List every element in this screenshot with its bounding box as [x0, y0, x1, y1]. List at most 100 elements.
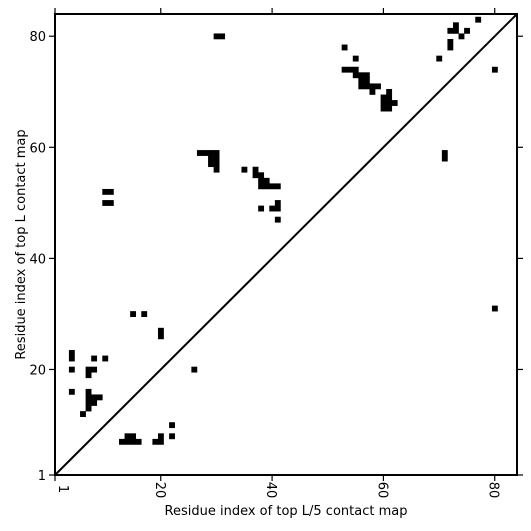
- contact-point: [458, 33, 465, 40]
- contact-point: [213, 161, 220, 168]
- contact-point: [91, 400, 98, 406]
- contact-point: [107, 200, 114, 206]
- contact-point: [107, 188, 114, 195]
- contact-point: [363, 72, 370, 79]
- contact-point: [252, 166, 259, 173]
- contact-point: [352, 66, 359, 73]
- contact-point: [341, 66, 348, 73]
- contact-point: [68, 355, 75, 362]
- contact-point: [85, 405, 92, 412]
- contact-point: [369, 83, 376, 90]
- contact-point: [452, 22, 459, 29]
- contact-point: [464, 27, 470, 34]
- contact-point: [169, 433, 175, 440]
- contact-point: [358, 83, 365, 90]
- contact-point: [263, 183, 270, 190]
- x-tick-label: 20: [152, 482, 167, 499]
- contact-point: [269, 183, 276, 190]
- y-tick-label: 40: [29, 252, 46, 267]
- contact-point: [68, 388, 75, 395]
- contact-point: [85, 366, 92, 373]
- contact-point: [91, 394, 98, 401]
- x-tick-label: 40: [263, 482, 278, 499]
- contact-point: [135, 438, 142, 445]
- contact-point: [80, 411, 86, 417]
- contact-point: [269, 205, 276, 212]
- contact-point: [447, 38, 454, 45]
- x-axis-ticks: 1 20 40 60 80: [54, 8, 501, 499]
- contact-point: [258, 177, 265, 184]
- contact-point: [386, 88, 393, 95]
- x-axis-label: Residue index of top L/5 contact map: [165, 504, 408, 519]
- contact-point: [475, 16, 482, 23]
- contact-point: [380, 105, 387, 112]
- contact-point: [436, 55, 443, 62]
- contact-point: [258, 205, 265, 212]
- contact-point: [124, 433, 131, 440]
- contact-point: [386, 100, 393, 106]
- contact-point: [130, 311, 137, 317]
- contact-point: [358, 72, 365, 79]
- contact-point: [68, 366, 75, 373]
- contact-point: [347, 66, 354, 73]
- contact-point: [358, 77, 365, 84]
- contact-point: [85, 394, 92, 401]
- contact-point: [274, 205, 281, 212]
- contact-point: [375, 83, 381, 90]
- contact-point: [391, 100, 398, 106]
- contact-point: [91, 366, 98, 373]
- contact-point: [91, 355, 98, 362]
- contact-point: [152, 438, 159, 445]
- contact-point: [447, 44, 454, 51]
- contact-point: [68, 350, 75, 356]
- contact-point: [208, 155, 214, 162]
- x-tick-label: 60: [374, 482, 389, 499]
- contact-point: [341, 44, 348, 51]
- plot-area-frame: [54, 13, 518, 476]
- contact-point: [258, 172, 265, 179]
- contact-point: [491, 66, 498, 73]
- contact-point: [263, 177, 270, 184]
- contact-point: [130, 438, 137, 445]
- contact-point: [369, 88, 376, 95]
- contact-point: [191, 366, 198, 373]
- contact-point: [169, 422, 175, 429]
- contact-point: [213, 150, 220, 156]
- contact-point: [447, 27, 454, 34]
- y-tick-label: 80: [29, 30, 46, 45]
- contact-point: [274, 200, 281, 206]
- contact-point: [102, 355, 109, 362]
- contact-point: [208, 150, 214, 156]
- contact-point: [202, 150, 209, 156]
- contact-point: [258, 183, 265, 190]
- contact-point: [363, 83, 370, 90]
- contact-point: [363, 77, 370, 84]
- contact-point: [274, 216, 281, 223]
- contact-point: [157, 333, 164, 340]
- contact-point: [491, 305, 498, 312]
- contact-points: [68, 16, 498, 445]
- y-axis-label: Residue index of top L contact map: [14, 129, 29, 359]
- contact-point: [386, 105, 393, 112]
- contact-point: [213, 166, 220, 173]
- contact-point: [119, 438, 125, 445]
- contact-point: [157, 433, 164, 440]
- x-tick-label: 80: [486, 482, 501, 499]
- contact-point: [441, 155, 448, 162]
- y-tick-label: 1: [38, 469, 46, 484]
- contact-point: [213, 33, 220, 40]
- contact-point: [219, 33, 226, 40]
- y-tick-label: 20: [29, 363, 46, 378]
- contact-point: [85, 400, 92, 406]
- contact-point: [386, 94, 393, 101]
- contact-point: [274, 183, 281, 190]
- contact-point: [130, 433, 137, 440]
- contact-point: [352, 55, 359, 62]
- contact-point: [380, 100, 387, 106]
- contact-point: [352, 72, 359, 79]
- diagonal-line: [54, 13, 518, 476]
- contact-point: [102, 188, 109, 195]
- contact-point: [252, 172, 259, 179]
- x-tick-label: 1: [55, 485, 70, 493]
